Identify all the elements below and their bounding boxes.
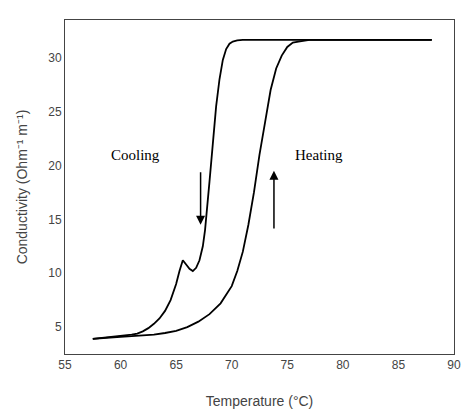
svg-text:70: 70: [225, 358, 239, 372]
svg-text:90: 90: [447, 358, 461, 372]
svg-text:25: 25: [48, 105, 62, 119]
svg-text:80: 80: [336, 358, 350, 372]
svg-text:Cooling: Cooling: [111, 147, 160, 163]
svg-text:Heating: Heating: [295, 147, 343, 163]
svg-text:5: 5: [55, 320, 62, 334]
svg-text:55: 55: [58, 358, 72, 372]
svg-text:Temperature (°C): Temperature (°C): [206, 393, 314, 409]
svg-text:Conductivity (Ohm⁻¹ m⁻¹): Conductivity (Ohm⁻¹ m⁻¹): [14, 110, 30, 265]
svg-text:60: 60: [114, 358, 128, 372]
svg-text:20: 20: [48, 159, 62, 173]
svg-text:30: 30: [48, 51, 62, 65]
svg-text:65: 65: [169, 358, 183, 372]
svg-text:15: 15: [48, 213, 62, 227]
svg-text:85: 85: [392, 358, 406, 372]
svg-text:10: 10: [48, 266, 62, 280]
svg-text:75: 75: [281, 358, 295, 372]
